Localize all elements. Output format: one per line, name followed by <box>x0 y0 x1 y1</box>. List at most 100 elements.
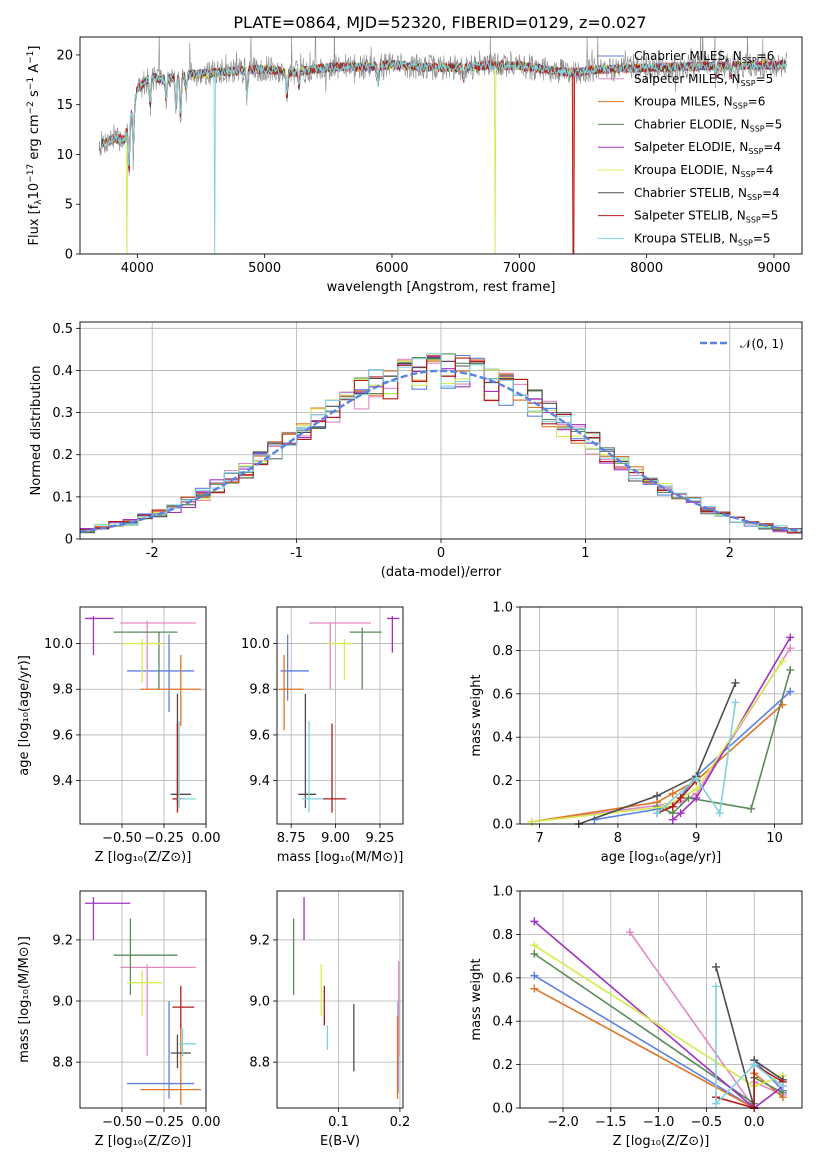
weight-series-line <box>656 702 737 816</box>
y-label-part: −17 <box>26 164 36 183</box>
errorbar-point <box>326 638 354 681</box>
x-tick-label: −0.50 <box>102 831 142 846</box>
legend-label: Chabrier ELODIE, N <box>634 117 750 131</box>
errorbar-point <box>172 985 195 1029</box>
x-tick-label: −0.25 <box>144 831 184 846</box>
x-axis-label: (data-model)/error <box>381 565 502 580</box>
weight-series-marker <box>530 917 539 926</box>
weight-series-marker <box>692 774 701 783</box>
weight-series-marker <box>731 678 740 687</box>
y-tick-label: 15 <box>56 98 73 113</box>
x-tick-label: 0.00 <box>192 1115 221 1130</box>
errorbar-point <box>140 1025 201 1105</box>
weight-series-marker <box>668 802 677 811</box>
weight-series-marker <box>778 657 787 666</box>
y-tick-label: 0.8 <box>492 644 513 659</box>
weight-series-line <box>578 682 737 825</box>
axes-frame <box>519 890 803 1109</box>
weight-series-line <box>594 691 791 821</box>
errorbar-point <box>280 634 309 701</box>
y-tick-label: 0.6 <box>492 687 513 702</box>
x-tick-label: −1.5 <box>595 1115 627 1130</box>
y-tick-label: 10 <box>56 148 73 163</box>
mass-vs-metallicity-panel: −0.50 −0.25 0.00 8.8 9.0 9.2 Z [log₁₀(Z/Z⊙)] ma… <box>17 890 221 1149</box>
weight-series-marker <box>731 698 740 707</box>
y-tick-label: 9.8 <box>52 683 73 698</box>
x-tick-label: 2 <box>726 546 734 561</box>
weight-series-marker <box>711 982 720 991</box>
y-tick-label: 0.5 <box>52 322 73 337</box>
weight-series-marker <box>711 962 720 971</box>
x-tick-label: 6000 <box>375 261 408 276</box>
legend-label: Salpeter MILES, N <box>634 72 741 86</box>
legend-entry: Chabrier STELIB, NSSP=4 <box>634 186 780 202</box>
y-tick-label: 20 <box>56 48 73 63</box>
errorbar-point <box>179 1028 196 1057</box>
weight-series-marker <box>530 984 539 993</box>
weight-series-marker <box>530 941 539 950</box>
x-axis-label: Z [log₁₀(Z/Z⊙)] <box>613 1134 710 1149</box>
y-label-part: Flux [f <box>27 204 42 245</box>
errorbar-point <box>127 634 195 713</box>
legend-label: Kroupa STELIB, N <box>634 231 738 245</box>
legend-sub: SSP <box>733 102 748 111</box>
y-tick-label: 0.4 <box>52 364 73 379</box>
legend-tail: =4 <box>763 140 781 154</box>
axes-frame <box>276 890 404 1109</box>
x-tick-label: 7 <box>535 831 543 846</box>
weight-series-marker <box>778 1082 787 1091</box>
weight-series-marker <box>527 817 536 826</box>
weight-series-marker <box>668 789 677 798</box>
weight-series-marker <box>668 815 677 824</box>
legend-entry: Salpeter ELODIE, NSSP=4 <box>634 140 781 156</box>
y-axis-label: Normed distribution <box>29 366 44 496</box>
legend-entry: Chabrier MILES, NSSP=6 <box>634 49 774 65</box>
errorbar-point <box>278 654 304 731</box>
x-tick-label: 8000 <box>630 261 663 276</box>
model-spectrum <box>101 59 787 254</box>
y-tick-label: 9.0 <box>249 995 270 1010</box>
y-tick-label: 0 <box>65 248 73 263</box>
x-tick-label: -1 <box>290 546 303 561</box>
legend-label: Salpeter ELODIE, N <box>634 140 748 154</box>
errorbar-point <box>301 721 324 813</box>
errorbar-point <box>113 918 178 995</box>
weight-series-line <box>656 780 697 814</box>
weight-series-marker <box>684 793 693 802</box>
y-label-part: −1 <box>26 51 36 64</box>
weight-series-marker <box>786 687 795 696</box>
x-tick-label: −2.0 <box>547 1115 579 1130</box>
x-axis-label: age [log₁₀(age/yr)] <box>601 850 722 865</box>
x-tick-label: −1.0 <box>643 1115 675 1130</box>
legend-entry: Salpeter STELIB, NSSP=5 <box>634 209 778 225</box>
model-spectrum <box>101 59 787 254</box>
age-vs-mass-panel: 8.75 9.00 9.25 9.4 9.6 9.8 10.0 mass [log₁₀(M/M… <box>241 606 404 865</box>
errorbar-point <box>177 721 196 809</box>
x-axis-label: Z [log₁₀(Z/Z⊙)] <box>95 850 192 865</box>
legend-sub: SSP <box>741 170 756 179</box>
weight-series-line <box>672 636 791 821</box>
y-tick-label: 9.2 <box>249 933 270 948</box>
x-tick-label: 0.2 <box>390 1115 411 1130</box>
y-label-part: −2 <box>26 101 36 114</box>
legend-tail: =5 <box>756 72 774 86</box>
y-tick-label: 10.0 <box>44 637 73 652</box>
legend-tail: =5 <box>753 231 771 245</box>
weight-series-marker <box>715 809 724 818</box>
y-tick-label: 0.1 <box>52 490 73 505</box>
y-tick-label: 9.0 <box>52 995 73 1010</box>
x-tick-label: 9000 <box>757 261 790 276</box>
y-tick-label: 1.0 <box>492 601 513 616</box>
y-label-part: s <box>27 90 42 101</box>
weight-series-marker <box>530 971 539 980</box>
axes-frame <box>79 36 803 255</box>
weight-series-marker <box>786 665 795 674</box>
legend-tail: =5 <box>761 209 779 223</box>
weight-series-marker <box>692 793 701 802</box>
y-tick-label: 9.2 <box>52 933 73 948</box>
x-axis-label: Z [log₁₀(Z/Z⊙)] <box>95 1134 192 1149</box>
x-tick-label: 10 <box>766 831 783 846</box>
errorbar-point <box>127 970 163 1017</box>
legend-label: Kroupa ELODIE, N <box>634 163 741 177</box>
